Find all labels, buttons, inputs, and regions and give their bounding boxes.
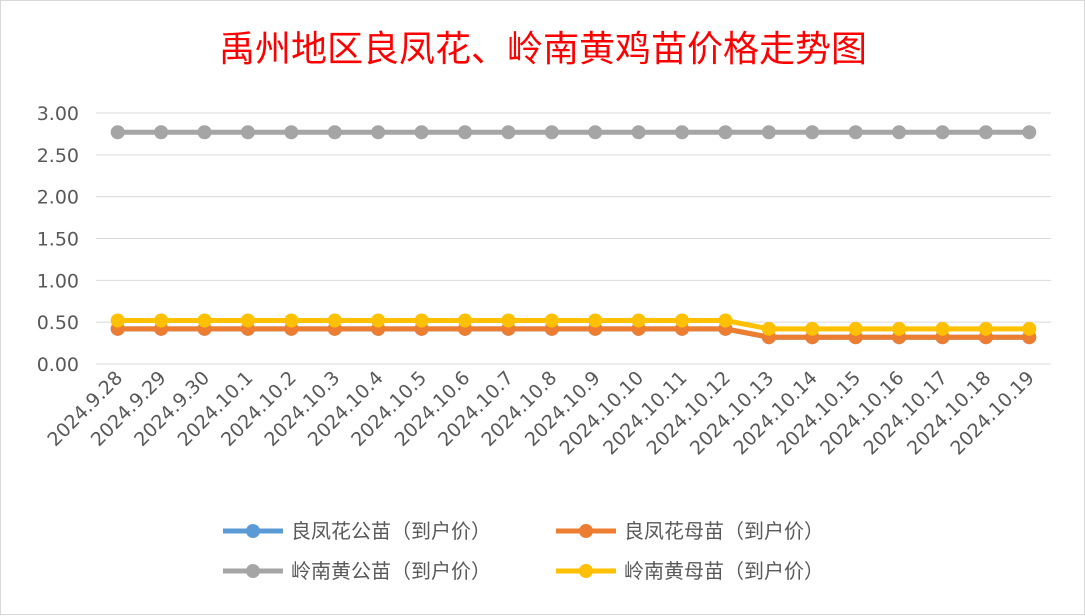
chart-title: 禹州地区良凤花、岭南黄鸡苗价格走势图 xyxy=(219,29,867,70)
data-point xyxy=(935,321,950,336)
data-point xyxy=(327,125,342,140)
legend-item: 岭南黄母苗（到户价） xyxy=(556,559,824,583)
data-point xyxy=(892,125,907,140)
data-point xyxy=(978,125,993,140)
data-point xyxy=(110,125,125,140)
data-point xyxy=(588,125,603,140)
data-point xyxy=(154,313,169,328)
series-4 xyxy=(110,313,1037,336)
y-tick-label: 2.00 xyxy=(37,187,79,209)
data-point xyxy=(631,313,646,328)
data-point xyxy=(761,321,776,336)
series-group xyxy=(110,125,1037,345)
data-point xyxy=(197,313,212,328)
data-point xyxy=(848,125,863,140)
legend-marker xyxy=(246,564,260,578)
y-tick-label: 0.50 xyxy=(37,312,79,334)
data-point xyxy=(110,313,125,328)
series-3 xyxy=(110,125,1037,140)
series-line xyxy=(117,317,1030,332)
data-point xyxy=(718,125,733,140)
data-point xyxy=(284,313,299,328)
data-point xyxy=(371,313,386,328)
legend: 良凤花公苗（到户价） 良凤花母苗（到户价） 岭南黄公苗（到户价） 岭南黄母苗（到户价） xyxy=(223,519,824,583)
data-point xyxy=(501,125,516,140)
data-point xyxy=(892,321,907,336)
legend-item: 岭南黄公苗（到户价） xyxy=(223,559,491,583)
legend-item: 良凤花母苗（到户价） xyxy=(556,519,824,543)
legend-label: 良凤花母苗（到户价） xyxy=(624,519,824,543)
data-point xyxy=(284,125,299,140)
data-point xyxy=(761,125,776,140)
data-point xyxy=(588,313,603,328)
data-point xyxy=(848,321,863,336)
data-point xyxy=(631,125,646,140)
legend-label: 良凤花公苗（到户价） xyxy=(291,519,491,543)
data-point xyxy=(457,313,472,328)
data-point xyxy=(544,313,559,328)
data-point xyxy=(1022,125,1037,140)
legend-label: 岭南黄公苗（到户价） xyxy=(291,559,491,583)
data-point xyxy=(544,125,559,140)
x-axis: 2024.9.282024.9.292024.9.302024.10.12024… xyxy=(43,367,1039,459)
data-point xyxy=(675,125,690,140)
legend-label: 岭南黄母苗（到户价） xyxy=(624,559,824,583)
y-tick-label: 3.00 xyxy=(37,103,79,125)
data-point xyxy=(197,125,212,140)
y-tick-label: 1.50 xyxy=(37,229,79,251)
data-point xyxy=(935,125,950,140)
data-point xyxy=(240,125,255,140)
data-point xyxy=(805,125,820,140)
legend-item: 良凤花公苗（到户价） xyxy=(223,519,491,543)
gridlines xyxy=(96,112,1051,365)
y-tick-label: 0.00 xyxy=(37,354,79,376)
y-tick-label: 1.00 xyxy=(37,270,79,292)
data-point xyxy=(154,125,169,140)
data-point xyxy=(501,313,516,328)
data-point xyxy=(414,313,429,328)
legend-marker xyxy=(246,524,260,538)
data-point xyxy=(371,125,386,140)
data-point xyxy=(414,125,429,140)
y-axis: 0.00 0.50 1.00 1.50 2.00 2.50 3.00 xyxy=(37,103,79,376)
legend-marker xyxy=(579,564,593,578)
series-line xyxy=(117,326,1030,340)
data-point xyxy=(240,313,255,328)
data-point xyxy=(978,321,993,336)
data-point xyxy=(675,313,690,328)
data-point xyxy=(718,313,733,328)
data-point xyxy=(1022,321,1037,336)
y-tick-label: 2.50 xyxy=(37,145,79,167)
data-point xyxy=(327,313,342,328)
data-point xyxy=(457,125,472,140)
legend-marker xyxy=(579,524,593,538)
data-point xyxy=(805,321,820,336)
